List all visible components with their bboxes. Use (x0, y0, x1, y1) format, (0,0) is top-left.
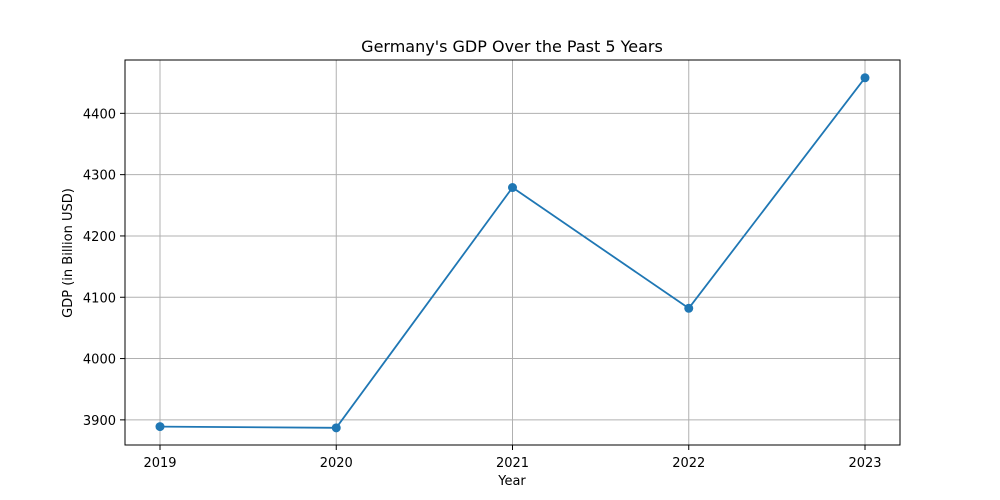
x-tick-label: 2023 (848, 456, 881, 471)
series-group (155, 73, 870, 433)
data-point (684, 303, 694, 313)
y-tick-label: 4100 (83, 291, 116, 306)
y-tick-label: 4200 (83, 230, 116, 245)
y-tick-label: 4400 (83, 107, 116, 122)
data-point (508, 183, 517, 193)
y-tick-label: 3900 (83, 414, 116, 429)
grid (125, 60, 900, 445)
y-tick-label: 4300 (83, 169, 116, 184)
chart-title: Germany's GDP Over the Past 5 Years (361, 37, 663, 56)
data-point (331, 423, 341, 433)
y-axis-label: GDP (in Billion USD) (61, 188, 76, 318)
x-tick-label: 2022 (672, 456, 705, 471)
y-tick-label: 4000 (83, 353, 116, 368)
x-axis: 2019 2020 2021 2022 2023 (143, 445, 882, 471)
x-tick-label: 2020 (320, 456, 353, 471)
x-axis-label: Year (497, 474, 526, 489)
x-tick-label: 2019 (143, 456, 176, 471)
data-point (860, 73, 870, 83)
data-point (155, 422, 165, 432)
x-tick-label: 2021 (496, 456, 529, 471)
y-axis: 3900 4000 4100 4200 4300 4400 (83, 107, 125, 429)
